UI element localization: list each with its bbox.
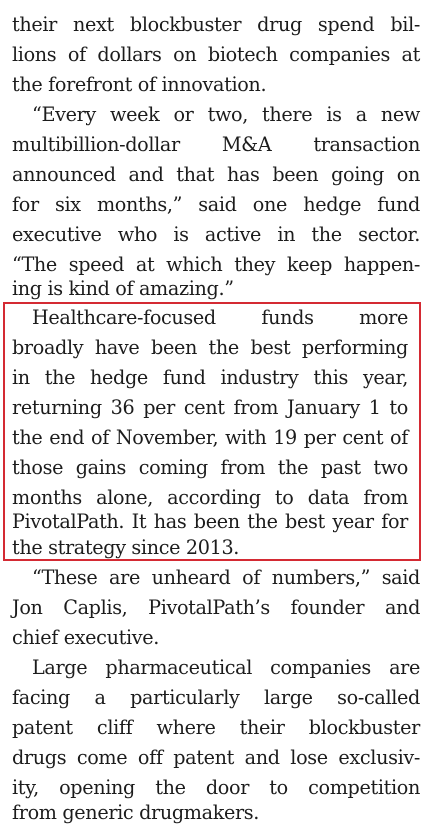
paragraph-line: ing is kind of amazing.”	[12, 277, 234, 300]
highlight-box	[3, 302, 421, 561]
paragraph-line: Jon Caplis, PivotalPath’s founder and	[12, 596, 420, 619]
paragraph-line: Large pharmaceutical companies are	[32, 656, 420, 679]
paragraph-line: lions of dollars on biotech companies at	[12, 43, 420, 66]
paragraph-line: chief executive.	[12, 626, 159, 649]
paragraph-line: executive who is active in the sector.	[12, 223, 420, 246]
paragraph-line: their next blockbuster drug spend bil-	[12, 13, 420, 36]
paragraph-line: multibillion-dollar M&A transaction	[12, 133, 420, 156]
highlighted-paragraph-line: broadly have been the best performing	[12, 336, 408, 359]
highlighted-paragraph-line: months alone, according to data from	[12, 486, 408, 509]
paragraph-line: the forefront of innovation.	[12, 73, 267, 96]
paragraph-line: from generic drugmakers.	[12, 801, 260, 824]
highlighted-paragraph-line: the end of November, with 19 per cent of	[12, 426, 408, 449]
paragraph-line: patent cliff where their blockbuster	[12, 716, 420, 739]
highlighted-paragraph-line: PivotalPath. It has been the best year f…	[12, 510, 408, 533]
paragraph-line: “Every week or two, there is a new	[32, 103, 420, 126]
highlighted-paragraph-line: those gains coming from the past two	[12, 456, 408, 479]
paragraph-line: facing a particularly large so-called	[12, 686, 420, 709]
highlighted-paragraph-line: the strategy since 2013.	[12, 536, 240, 559]
paragraph-line: “These are unheard of numbers,” said	[32, 566, 420, 589]
paragraph-line: “The speed at which they keep happen-	[12, 253, 420, 276]
paragraph-line: ity, opening the door to competition	[12, 776, 420, 799]
highlighted-paragraph-line: returning 36 per cent from January 1 to	[12, 396, 408, 419]
highlighted-paragraph-line: Healthcare-focused funds more	[32, 306, 408, 329]
highlighted-paragraph-line: in the hedge fund industry this year,	[12, 366, 408, 389]
paragraph-line: announced and that has been going on	[12, 163, 420, 186]
paragraph-line: for six months,” said one hedge fund	[12, 193, 420, 216]
paragraph-line: drugs come off patent and lose exclusiv-	[12, 746, 420, 769]
